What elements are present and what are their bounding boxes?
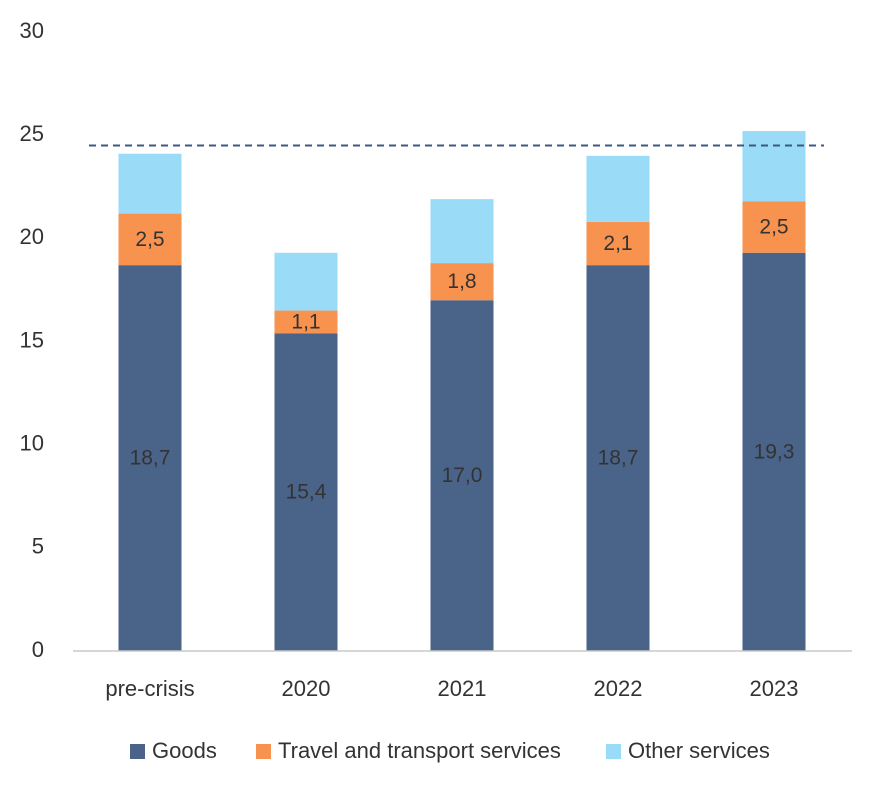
bar-segment (742, 131, 806, 202)
bar-segment (274, 252, 338, 311)
legend-label: Travel and transport services (278, 738, 561, 763)
y-tick-label: 15 (20, 327, 44, 352)
bar-segment (586, 155, 650, 222)
legend-label: Other services (628, 738, 770, 763)
bar-segment (118, 265, 182, 651)
x-tick-label: pre-crisis (105, 676, 194, 701)
bar-data-label: 1,8 (447, 270, 476, 293)
legend-label: Goods (152, 738, 217, 763)
bar-segment (430, 300, 494, 651)
bar-segment (430, 199, 494, 264)
legend: Goods Travel and transport services Other … (130, 738, 770, 763)
bar-data-label: 18,7 (598, 447, 639, 470)
bar-data-label: 2,5 (759, 216, 788, 239)
bar-segment (742, 252, 806, 651)
bar-segment (742, 201, 806, 253)
bar-segment (430, 263, 494, 301)
bar-segment (586, 221, 650, 266)
y-tick-label: 5 (32, 534, 44, 559)
y-tick-label: 0 (32, 637, 44, 662)
legend-swatch (256, 744, 271, 759)
bar-data-label: 2,5 (135, 228, 164, 251)
bar-segment (118, 153, 182, 214)
bar-segment (118, 213, 182, 266)
bar-data-label: 15,4 (286, 481, 327, 504)
bar-segment (274, 333, 338, 651)
bar-data-label: 19,3 (754, 440, 795, 463)
x-tick-label: 2021 (438, 676, 487, 701)
bar-data-label: 2,1 (603, 232, 632, 255)
bar-segment (274, 310, 338, 334)
bars (118, 131, 806, 651)
bar-data-label: 18,7 (130, 447, 171, 470)
y-axis: 0 5 10 15 20 25 30 (20, 18, 44, 662)
bar-data-labels: 18,7 2,5 15,4 1,1 17,0 1,8 18,7 2,1 19,3 2,5 (130, 216, 795, 504)
x-tick-label: 2020 (282, 676, 331, 701)
y-tick-label: 25 (20, 121, 44, 146)
x-axis: pre-crisis 2020 2021 2022 2023 (105, 676, 798, 701)
y-tick-label: 20 (20, 224, 44, 249)
bar-data-label: 1,1 (291, 310, 320, 333)
y-tick-label: 30 (20, 18, 44, 43)
y-tick-label: 10 (20, 430, 44, 455)
bar-data-label: 17,0 (442, 464, 483, 487)
x-tick-label: 2023 (750, 676, 799, 701)
bar-segment (586, 265, 650, 651)
x-tick-label: 2022 (594, 676, 643, 701)
legend-swatch (130, 744, 145, 759)
legend-swatch (606, 744, 621, 759)
